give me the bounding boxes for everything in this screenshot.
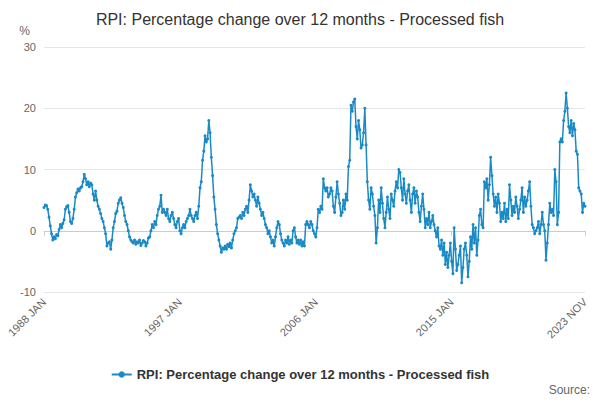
svg-text:10: 10 xyxy=(24,164,36,176)
svg-text:2023 NOV: 2023 NOV xyxy=(544,295,589,340)
svg-text:-10: -10 xyxy=(20,286,36,298)
svg-text:Source:: Source: xyxy=(549,383,590,397)
svg-text:%: % xyxy=(19,24,30,38)
svg-text:RPI: Percentage change over 12: RPI: Percentage change over 12 months - … xyxy=(137,367,490,382)
svg-text:30: 30 xyxy=(24,41,36,53)
svg-text:1988 JAN: 1988 JAN xyxy=(6,296,49,339)
svg-text:2015 JAN: 2015 JAN xyxy=(413,296,456,339)
svg-text:RPI: Percentage change over 12: RPI: Percentage change over 12 months - … xyxy=(96,11,504,28)
svg-text:2006 JAN: 2006 JAN xyxy=(277,296,320,339)
svg-text:1997 JAN: 1997 JAN xyxy=(142,296,185,339)
svg-text:20: 20 xyxy=(24,102,36,114)
svg-text:0: 0 xyxy=(30,225,36,237)
